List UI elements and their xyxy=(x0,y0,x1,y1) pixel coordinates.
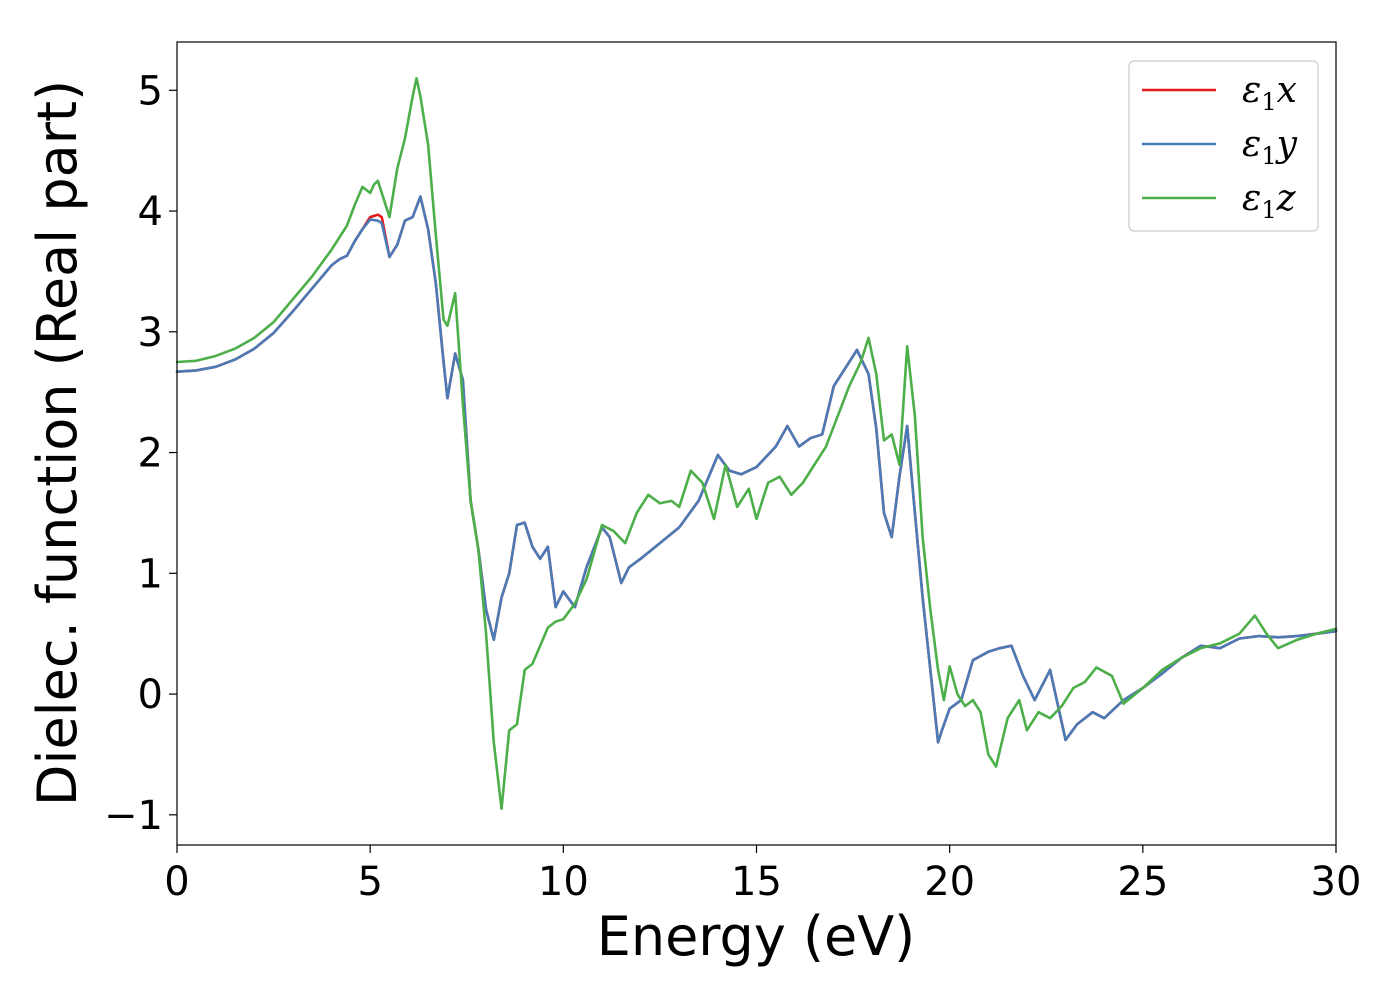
series-line-z xyxy=(175,76,1338,811)
y-tick-label: 2 xyxy=(138,431,163,477)
x-tick-label: 20 xyxy=(924,859,975,905)
legend-label-x: ε1x xyxy=(1242,70,1297,116)
y-tick-label: −1 xyxy=(104,793,163,839)
x-axis-ticks: 0 5 10 15 20 25 30 xyxy=(164,845,1361,905)
x-axis-label: Energy (eV) xyxy=(597,905,916,968)
x-tick-label: 25 xyxy=(1117,859,1168,905)
y-tick-label: 4 xyxy=(138,189,163,235)
x-tick-label: 5 xyxy=(357,859,382,905)
x-tick-label: 10 xyxy=(538,859,589,905)
y-tick-label: 1 xyxy=(138,551,163,597)
x-tick-label: 30 xyxy=(1311,859,1362,905)
x-tick-label: 15 xyxy=(731,859,782,905)
legend-label-z: ε1z xyxy=(1242,178,1297,224)
y-axis-ticks: −1 0 1 2 3 4 5 xyxy=(104,68,177,839)
y-tick-label: 0 xyxy=(138,672,163,718)
legend: ε1x ε1y ε1z xyxy=(1128,60,1319,232)
series-line-y xyxy=(175,195,1338,744)
y-tick-label: 3 xyxy=(138,310,163,356)
legend-label-y: ε1y xyxy=(1242,124,1298,170)
legend-box xyxy=(1128,60,1319,232)
y-tick-label: 5 xyxy=(138,68,163,114)
series-layer xyxy=(175,76,1338,811)
y-axis-label: Dielec. function (Real part) xyxy=(26,80,89,806)
x-tick-label: 0 xyxy=(164,859,189,905)
